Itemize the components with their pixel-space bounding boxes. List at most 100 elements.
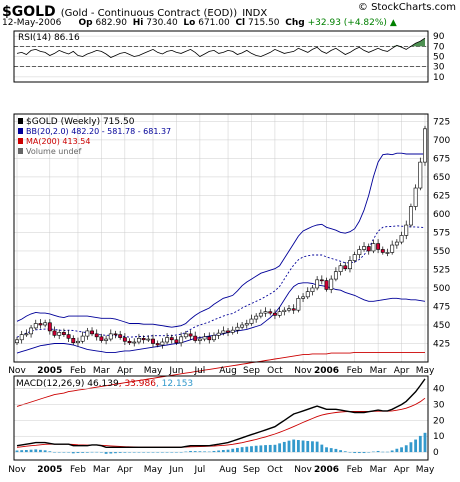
candle-body bbox=[132, 341, 137, 344]
price-x-label: Mar bbox=[370, 366, 387, 376]
macd-histogram-bar bbox=[62, 452, 66, 453]
macd-tick-label: 10 bbox=[433, 432, 445, 442]
macd-histogram-bar bbox=[175, 452, 178, 453]
stockcharts-logo: © StockCharts.com bbox=[357, 2, 456, 13]
price-tick-label: 625 bbox=[433, 191, 450, 201]
macd-histogram-bar bbox=[381, 451, 385, 453]
candle-body bbox=[423, 128, 427, 163]
price-tick-label: 650 bbox=[433, 173, 450, 183]
macd-histogram-bar bbox=[114, 452, 117, 454]
rsi-frame bbox=[13, 30, 429, 83]
candle-body bbox=[71, 338, 76, 344]
price-x-label: Aug bbox=[219, 366, 237, 376]
price-tick-label: 725 bbox=[433, 117, 450, 127]
macd-histogram-bar bbox=[85, 452, 89, 453]
candle-body bbox=[113, 333, 118, 336]
macd-histogram-bar bbox=[212, 450, 216, 453]
candle-body bbox=[404, 224, 409, 236]
macd-histogram-bar bbox=[43, 450, 47, 453]
macd-histogram-bar bbox=[386, 451, 389, 453]
macd-histogram-bar bbox=[400, 447, 403, 453]
macd-histogram-bar bbox=[109, 452, 113, 454]
candle-body bbox=[319, 279, 324, 282]
macd-histogram-bar bbox=[287, 440, 291, 453]
macd-x-label: Aug bbox=[219, 465, 237, 475]
candle-body bbox=[418, 161, 423, 189]
candle-body bbox=[343, 265, 348, 270]
macd-histogram-bar bbox=[339, 450, 342, 453]
price-x-label: Jul bbox=[193, 366, 205, 376]
macd-tick-label: 30 bbox=[433, 401, 445, 411]
price-tick-label: 700 bbox=[433, 136, 450, 146]
bollinger-lower-line bbox=[16, 282, 426, 354]
candle-body bbox=[376, 243, 381, 250]
candle-body bbox=[399, 235, 404, 243]
low-label: Lo bbox=[183, 18, 196, 28]
macd-histogram-bar bbox=[104, 452, 108, 454]
price-x-label: Nov bbox=[294, 366, 312, 376]
candle-body bbox=[127, 340, 132, 344]
macd-histogram-bar bbox=[353, 452, 357, 454]
candle-body bbox=[305, 291, 310, 298]
macd-tick-label: 20 bbox=[433, 416, 445, 426]
legend-swatch-bb bbox=[18, 128, 23, 134]
candle-body bbox=[408, 206, 413, 226]
candle-body bbox=[207, 336, 212, 341]
macd-histogram-bar bbox=[315, 441, 319, 453]
candle-body bbox=[249, 318, 254, 324]
bollinger-upper-line bbox=[16, 152, 425, 328]
macd-label-value: 46.139 bbox=[84, 379, 119, 389]
macd-label-hist: , 12.153 bbox=[156, 379, 193, 389]
macd-histogram-bar bbox=[372, 451, 375, 453]
candle-body bbox=[282, 309, 287, 312]
ma200-line bbox=[16, 351, 425, 407]
candle-body bbox=[169, 337, 174, 341]
macd-x-label: 2006 bbox=[314, 465, 339, 475]
candle-body bbox=[174, 339, 179, 344]
candle-body bbox=[165, 337, 170, 343]
candle-body bbox=[146, 338, 151, 341]
candle-body bbox=[141, 338, 146, 341]
price-x-label: Jun bbox=[168, 366, 183, 376]
macd-histogram-bar bbox=[207, 451, 211, 453]
macd-x-label: Sep bbox=[243, 465, 260, 475]
macd-label: MACD(12,26,9) 46.139, 33.986, 12.153 bbox=[16, 379, 193, 389]
price-x-label: May bbox=[144, 366, 163, 376]
low-value: 671.00 bbox=[198, 18, 230, 28]
macd-histogram-bar bbox=[90, 451, 94, 453]
macd-x-label: Oct bbox=[267, 465, 283, 475]
macd-histogram-bar bbox=[53, 452, 56, 453]
macd-histogram-bar bbox=[240, 447, 244, 453]
macd-histogram-bar bbox=[48, 451, 52, 453]
macd-histogram-bar bbox=[292, 439, 296, 453]
macd-histogram-bar bbox=[301, 440, 305, 453]
candle-body bbox=[188, 333, 193, 337]
macd-histogram-bar bbox=[362, 452, 366, 454]
macd-histogram-bar bbox=[273, 444, 277, 453]
candle-body bbox=[193, 335, 198, 341]
candle-body bbox=[230, 329, 235, 333]
macd-histogram-bar bbox=[268, 444, 272, 453]
candle-body bbox=[362, 246, 366, 250]
macd-histogram-bar bbox=[320, 444, 324, 453]
quote-line: 12-May-2006 Op 682.90 Hi 730.40 Lo 671.0… bbox=[2, 18, 397, 28]
macd-histogram-bar bbox=[118, 452, 122, 453]
candle-body bbox=[57, 332, 62, 336]
macd-histogram-bar bbox=[343, 451, 347, 453]
macd-histogram-bar bbox=[95, 451, 99, 453]
candle-body bbox=[291, 308, 296, 311]
rsi-tick-label: 90 bbox=[433, 32, 445, 42]
candle-body bbox=[221, 330, 226, 334]
macd-x-label: Jun bbox=[168, 465, 183, 475]
macd-x-label: Mar bbox=[370, 465, 387, 475]
candle-body bbox=[90, 330, 94, 335]
candle-body bbox=[380, 249, 385, 253]
macd-x-label: 2005 bbox=[37, 465, 62, 475]
macd-x-label: Jul bbox=[193, 465, 205, 475]
candle-body bbox=[277, 311, 282, 316]
candle-body bbox=[104, 338, 109, 341]
macd-histogram-bar bbox=[376, 450, 380, 453]
candle-body bbox=[352, 254, 357, 261]
candle-body bbox=[329, 278, 334, 290]
